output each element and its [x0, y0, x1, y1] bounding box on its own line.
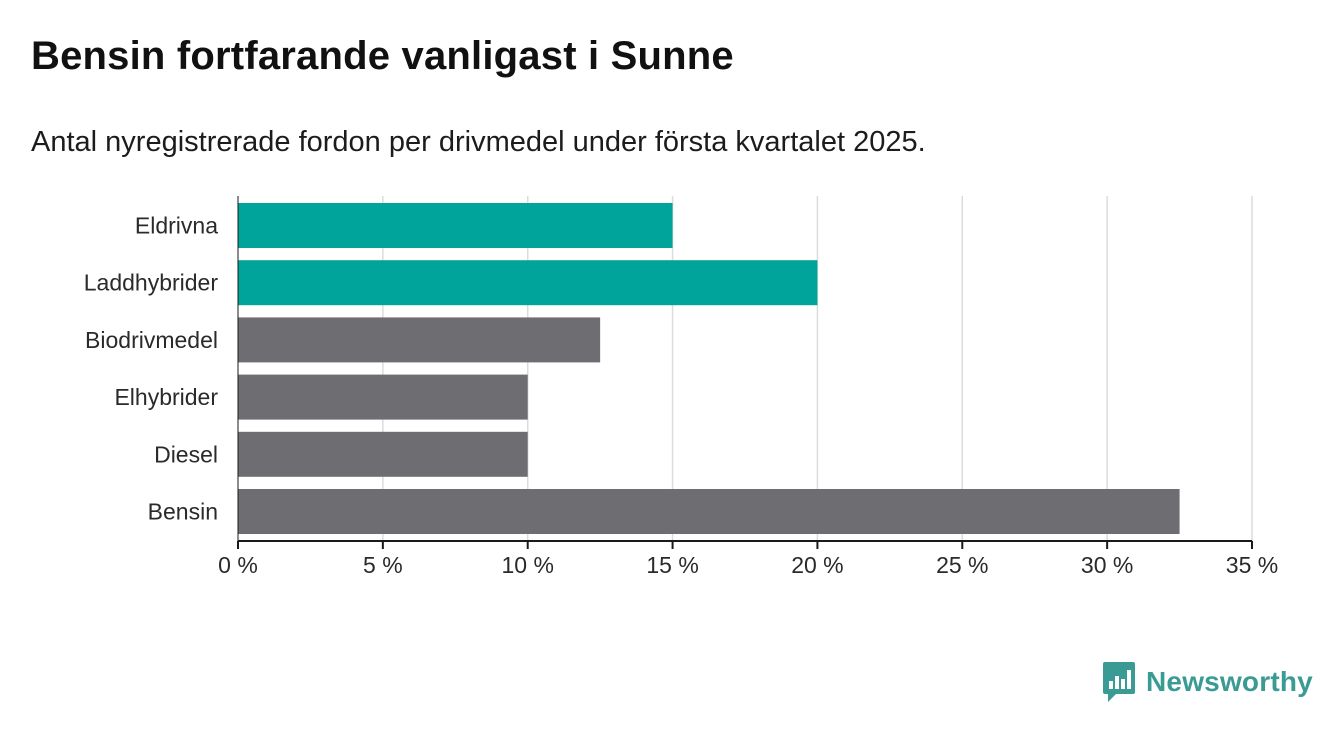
bars	[238, 203, 1180, 534]
x-tick-label-7: 35 %	[1226, 552, 1278, 578]
x-tick-label-4: 20 %	[791, 552, 843, 578]
category-labels: Eldrivna Laddhybrider Biodrivmedel Elhybrid…	[84, 213, 219, 525]
chart-subtitle: Antal nyregistrerade fordon per drivmede…	[31, 126, 926, 158]
x-tick-label-3: 15 %	[646, 552, 698, 578]
category-label-laddhybrider: Laddhybrider	[84, 270, 219, 296]
brand-name: Newsworthy	[1146, 666, 1313, 697]
category-label-eldrivna: Eldrivna	[135, 213, 218, 239]
bar-laddhybrider	[238, 260, 818, 306]
bar-elhybrider	[238, 374, 528, 420]
gridlines	[382, 196, 1253, 541]
x-tick-label-0: 0 %	[218, 552, 258, 578]
bar-diesel	[238, 431, 528, 477]
x-tick-label-1: 5 %	[363, 552, 403, 578]
x-tick-label-6: 30 %	[1081, 552, 1133, 578]
chart-title: Bensin fortfarande vanligast i Sunne	[31, 34, 734, 78]
category-label-biodrivmedel: Biodrivmedel	[85, 327, 218, 353]
newsworthy-chart-bubble-icon	[1103, 662, 1135, 702]
category-label-elhybrider: Elhybrider	[114, 384, 218, 410]
category-label-diesel: Diesel	[154, 441, 218, 467]
x-tick-label-5: 25 %	[936, 552, 988, 578]
x-axis: 0 % 5 % 10 % 15 % 20 % 25 % 30 % 35 %	[218, 196, 1278, 578]
x-tick-label-2: 10 %	[501, 552, 553, 578]
category-label-bensin: Bensin	[148, 499, 218, 525]
bar-biodrivmedel	[238, 317, 601, 363]
bar-bensin	[238, 489, 1180, 534]
brand-logo: Newsworthy	[1102, 661, 1313, 703]
bar-eldrivna	[238, 203, 673, 248]
